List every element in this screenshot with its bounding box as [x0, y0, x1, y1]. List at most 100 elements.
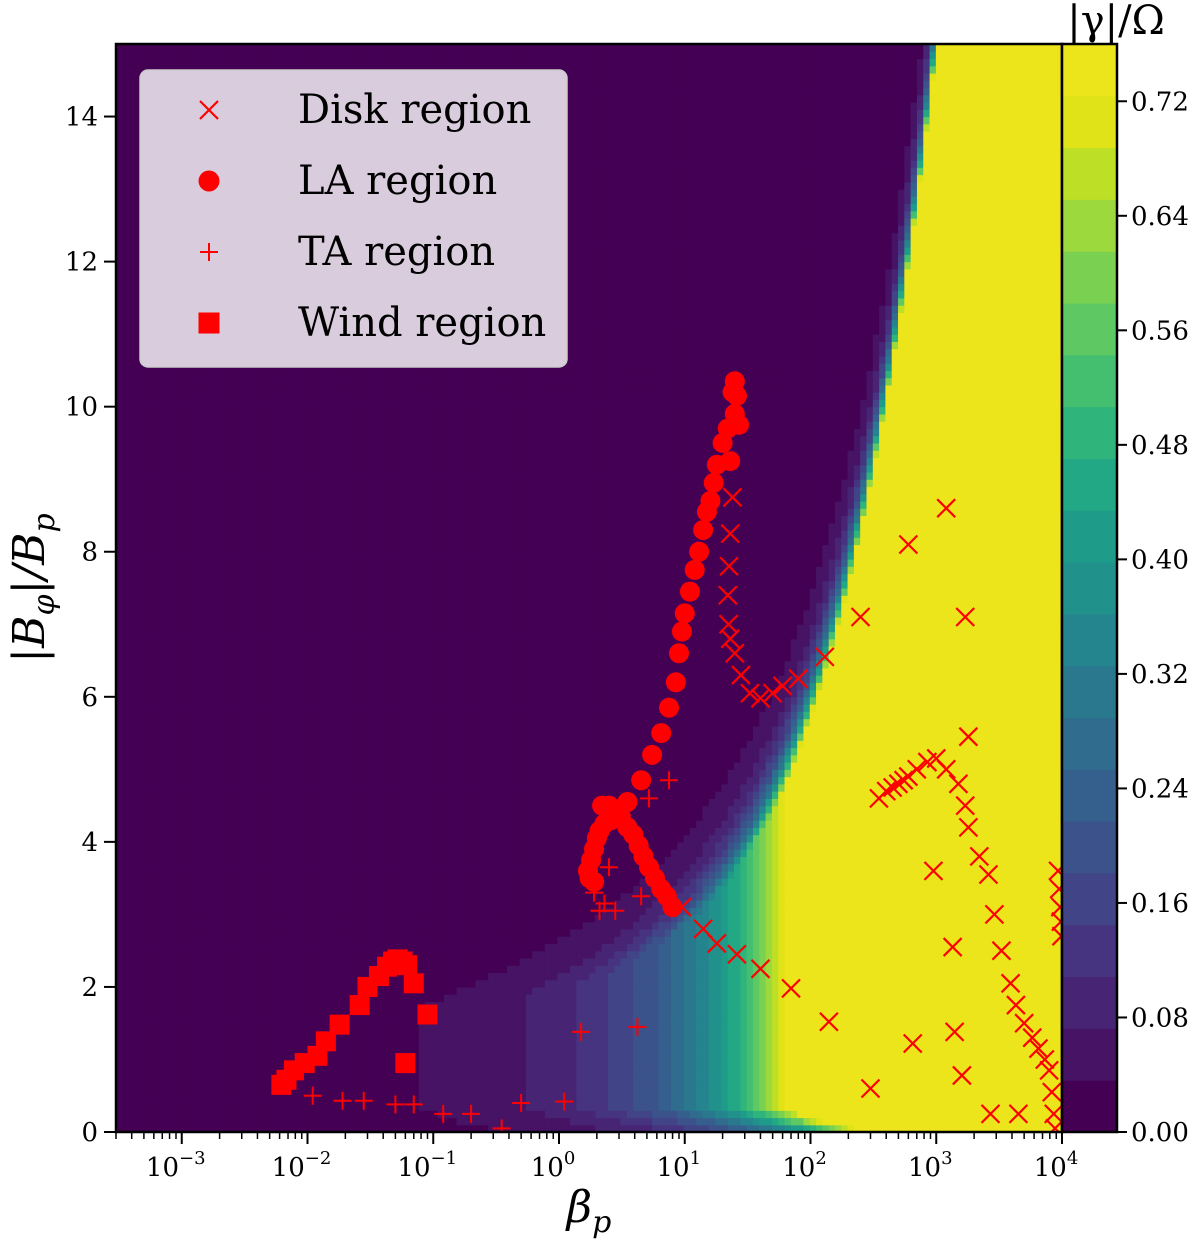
- heatmap-cell: [204, 413, 212, 422]
- heatmap-cell: [317, 733, 325, 741]
- heatmap-cell: [141, 986, 149, 995]
- heatmap-cell: [229, 965, 237, 974]
- heatmap-cell: [298, 595, 306, 604]
- heatmap-cell: [122, 588, 130, 596]
- heatmap-cell: [261, 928, 268, 937]
- heatmap-cell: [160, 1073, 168, 1082]
- heatmap-cell: [122, 348, 130, 357]
- heatmap-cell: [185, 986, 193, 995]
- heatmap-cell: [317, 1001, 325, 1010]
- heatmap-cell: [141, 522, 149, 531]
- heatmap-cell: [286, 950, 294, 959]
- heatmap-cell: [216, 537, 224, 546]
- heatmap-cell: [305, 1102, 313, 1111]
- heatmap-cell: [122, 479, 130, 488]
- heatmap-cell: [191, 928, 199, 937]
- heatmap-cell: [141, 892, 149, 901]
- heatmap-cell: [229, 370, 237, 379]
- heatmap-cell: [279, 450, 287, 459]
- heatmap-cell: [210, 820, 218, 828]
- heatmap-cell: [197, 631, 205, 640]
- heatmap-cell: [242, 704, 250, 712]
- heatmap-cell: [223, 595, 231, 604]
- heatmap-cell: [122, 428, 130, 437]
- heatmap-cell: [191, 907, 199, 915]
- heatmap-cell: [305, 725, 313, 734]
- heatmap-cell: [128, 1110, 136, 1119]
- heatmap-cell: [116, 406, 123, 415]
- heatmap-cell: [242, 595, 250, 604]
- heatmap-cell: [254, 1008, 262, 1017]
- heatmap-cell: [204, 1073, 212, 1082]
- heatmap-cell: [116, 907, 123, 915]
- heatmap-cell: [185, 573, 193, 582]
- heatmap-cell: [242, 791, 250, 799]
- heatmap-cell: [128, 1044, 136, 1053]
- heatmap-cell: [134, 522, 142, 531]
- heatmap-cell: [122, 624, 130, 633]
- heatmap-cell: [147, 522, 155, 531]
- heatmap-cell: [147, 493, 155, 502]
- heatmap-cell: [229, 704, 237, 712]
- heatmap-cell: [279, 820, 287, 828]
- heatmap-cell: [223, 1030, 231, 1039]
- heatmap-cell: [122, 58, 130, 67]
- heatmap-cell: [197, 769, 205, 778]
- heatmap-cell: [254, 783, 262, 792]
- heatmap-cell: [116, 326, 123, 335]
- heatmap-cell: [311, 994, 319, 1003]
- heatmap-cell: [286, 580, 294, 589]
- heatmap-cell: [141, 551, 149, 560]
- heatmap-cell: [134, 297, 142, 306]
- heatmap-cell: [204, 377, 212, 386]
- heatmap-cell: [317, 957, 325, 966]
- heatmap-cell: [141, 849, 149, 857]
- heatmap-cell: [204, 457, 212, 466]
- heatmap-cell: [160, 994, 168, 1003]
- heatmap-cell: [317, 500, 325, 509]
- heatmap-cell: [185, 899, 193, 908]
- heatmap-cell: [128, 486, 136, 495]
- heatmap-cell: [311, 965, 319, 974]
- heatmap-cell: [223, 580, 231, 589]
- heatmap-cell: [273, 1023, 281, 1032]
- heatmap-cell: [317, 580, 325, 589]
- heatmap-cell: [141, 406, 149, 415]
- heatmap-cell: [305, 972, 313, 981]
- heatmap-cell: [242, 609, 250, 618]
- heatmap-cell: [141, 544, 149, 553]
- heatmap-cell: [134, 261, 142, 270]
- heatmap-cell: [298, 914, 306, 923]
- heatmap-cell: [267, 44, 275, 52]
- heatmap-cell: [210, 399, 218, 408]
- heatmap-cell: [128, 290, 136, 299]
- heatmap-cell: [128, 239, 136, 248]
- heatmap-cell: [153, 769, 161, 778]
- heatmap-cell: [248, 646, 256, 654]
- heatmap-cell: [311, 602, 319, 611]
- heatmap-cell: [254, 529, 262, 538]
- heatmap-cell: [185, 798, 193, 807]
- heatmap-cell: [235, 580, 243, 589]
- heatmap-cell: [204, 667, 212, 676]
- heatmap-cell: [267, 965, 275, 974]
- heatmap-cell: [311, 435, 319, 444]
- heatmap-cell: [185, 44, 193, 52]
- heatmap-cell: [172, 392, 180, 401]
- heatmap-cell: [298, 798, 306, 807]
- heatmap-cell: [279, 841, 287, 850]
- heatmap-cell: [292, 827, 300, 836]
- heatmap-cell: [305, 675, 313, 683]
- heatmap-cell: [216, 725, 224, 734]
- heatmap-cell: [172, 508, 180, 517]
- heatmap-cell: [292, 711, 300, 720]
- heatmap-cell: [179, 413, 186, 422]
- heatmap-cell: [267, 1081, 275, 1090]
- heatmap-cell: [128, 80, 136, 89]
- heatmap-cell: [179, 631, 186, 640]
- heatmap-cell: [147, 580, 155, 589]
- heatmap-cell: [216, 566, 224, 575]
- heatmap-cell: [223, 377, 231, 386]
- heatmap-cell: [273, 1095, 281, 1104]
- heatmap-cell: [248, 566, 256, 575]
